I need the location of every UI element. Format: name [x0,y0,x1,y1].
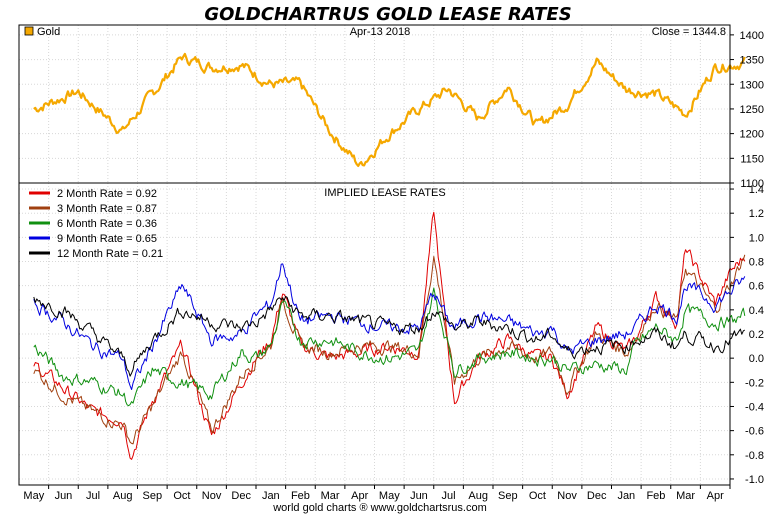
y-tick-label: -0.6 [745,426,764,438]
x-tick-label: Jun [55,490,73,502]
x-tick-label: Apr [707,490,724,502]
x-tick-label: Feb [646,490,665,502]
series-line-gold [33,52,746,167]
chart-title: GOLDCHARTRUS GOLD LEASE RATES [204,4,571,25]
x-axis: May Jun Jul Aug Sep Oct Nov Dec Jan Feb Mar Apr May J… [23,485,731,502]
legend-label-3-month-rate: 3 Month Rate = 0.87 [57,203,157,215]
y-tick-label: 1150 [740,153,764,165]
x-tick-label: Jun [410,490,428,502]
x-tick-label: Feb [291,490,310,502]
y-tick-label: 1350 [740,55,764,67]
x-tick-label: Apr [351,490,368,502]
x-tick-label: Nov [202,490,222,502]
y-tick-label: 1300 [740,79,764,91]
y-tick-label: 0.2 [749,329,764,341]
y-tick-label: 1400 [740,30,764,42]
y-tick-label: 1.4 [749,184,764,196]
y-tick-label: 1.2 [749,208,764,220]
series-line-9-month-rate [33,263,746,390]
x-tick-label: Nov [557,490,577,502]
x-tick-label: Mar [676,490,695,502]
gold-legend-label: Gold [37,26,60,38]
x-tick-label: Mar [321,490,340,502]
x-tick-label: Dec [587,490,607,502]
x-tick-label: Aug [468,490,488,502]
lease-panel-y-axis: -1.0 -0.8 -0.6 -0.4 -0.2 0.0 0.2 0.4 0.6 0.8 1.0 1.… [730,184,764,486]
y-tick-label: 0.4 [749,305,764,317]
y-tick-label: 0.6 [749,281,764,293]
series-line-6-month-rate [33,287,746,407]
legend-label-9-month-rate: 9 Month Rate = 0.65 [57,233,157,245]
y-tick-label: -0.4 [745,401,764,413]
legend-label-12-month-rate: 12 Month Rate = 0.21 [57,248,163,260]
x-tick-label: Sep [143,490,163,502]
x-tick-label: Aug [113,490,133,502]
legend-label-6-month-rate: 6 Month Rate = 0.36 [57,218,157,230]
gold-legend-swatch [24,26,34,36]
close-value: Close = 1344.8 [652,26,726,38]
y-tick-label: 1250 [740,104,764,116]
y-tick-label: 0.0 [749,353,764,365]
x-tick-label: Jul [442,490,456,502]
lease-legend: 2 Month Rate = 0.92 3 Month Rate = 0.87 6 … [29,188,163,260]
y-tick-label: 1100 [740,178,764,190]
y-tick-label: 0.8 [749,257,764,269]
x-tick-label: Sep [498,490,518,502]
lease-panel-series [33,211,746,460]
x-tick-label: Jan [262,490,280,502]
gold-panel-grid [19,25,730,183]
footer-credit: world gold charts ® www.goldchartsrus.co… [272,502,487,514]
y-tick-label: -1.0 [745,474,764,486]
lease-panel-title: IMPLIED LEASE RATES [324,187,445,199]
x-tick-label: May [379,490,400,502]
legend-label-2-month-rate: 2 Month Rate = 0.92 [57,188,157,200]
gold-panel-series [33,52,746,167]
y-tick-label: -0.2 [745,377,764,389]
x-tick-label: Oct [529,490,546,502]
series-line-3-month-rate [33,254,746,445]
x-tick-label: May [23,490,44,502]
x-tick-label: Jan [617,490,635,502]
x-tick-label: Oct [173,490,190,502]
y-tick-label: 1.0 [749,232,764,244]
series-line-12-month-rate [33,295,746,377]
y-tick-label: -0.8 [745,450,764,462]
header-date: Apr-13 2018 [350,26,411,38]
gold-panel-y-axis: 1100 1150 1200 1250 1300 1350 1400 [730,30,764,190]
y-tick-label: 1200 [740,129,764,141]
x-tick-label: Dec [231,490,251,502]
x-tick-label: Jul [86,490,100,502]
